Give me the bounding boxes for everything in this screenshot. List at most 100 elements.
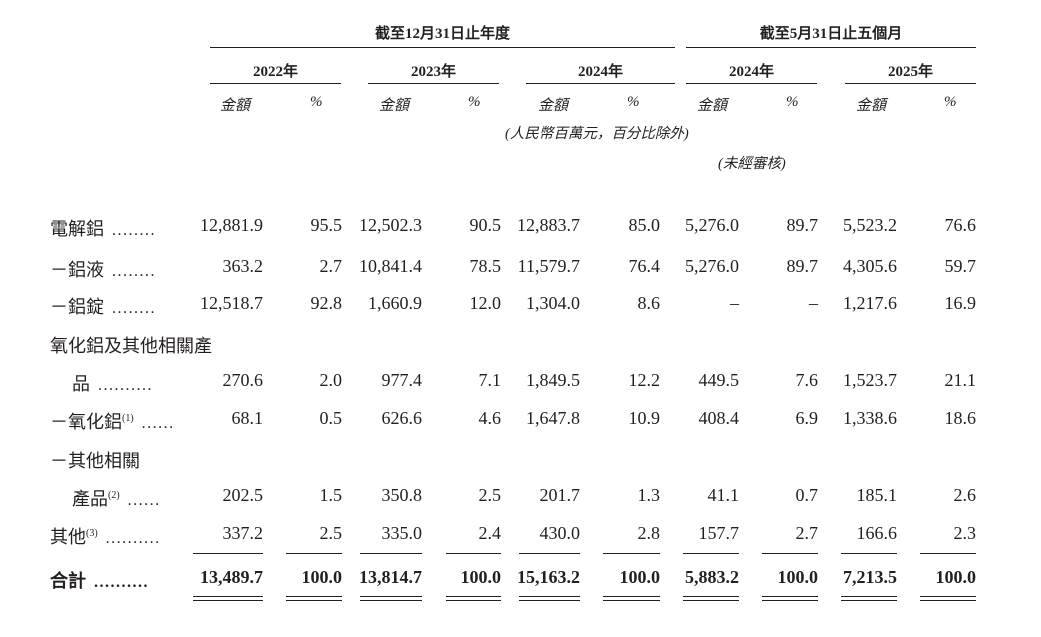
amount-cell: 11,579.7: [517, 256, 580, 276]
percent-cell: 76.6: [944, 215, 977, 235]
dot-leader: ..........: [98, 377, 153, 394]
amount-cell: 1,523.7: [843, 370, 897, 390]
percent-cell: 59.7: [944, 256, 977, 276]
percent-cell: 4.6: [478, 408, 502, 428]
footnote-marker: (2): [108, 490, 120, 501]
subtotal-rule: [920, 553, 976, 554]
amount-cell: 350.8: [381, 485, 423, 505]
dot-leader: ..........: [105, 530, 161, 547]
amount-cell: 626.6: [381, 408, 423, 428]
percent-cell: 89.7: [786, 256, 819, 276]
percent-cell: 21.1: [944, 370, 977, 390]
total-double-rule: [446, 600, 501, 601]
amount-cell: 1,217.6: [843, 293, 897, 313]
footnote-marker: (1): [122, 413, 134, 424]
row-label: －其他相關: [50, 447, 140, 473]
row-label: 其他(3)..........: [50, 523, 161, 549]
amount-label-2022: 金額: [220, 98, 251, 114]
total-double-rule: [920, 596, 976, 597]
percent-cell: 2.8: [637, 523, 661, 543]
row-label: 電解鋁........: [50, 215, 156, 241]
percent-cell: 78.5: [469, 256, 502, 276]
year-2022: 2022年: [252, 64, 298, 80]
subtotal-rule: [193, 553, 263, 554]
total-double-rule: [286, 600, 342, 601]
subtotal-rule: [762, 553, 818, 554]
row-label-text: －其他相關: [50, 451, 140, 471]
amount-cell: –: [730, 293, 739, 313]
dot-leader: ......: [141, 415, 175, 432]
year-2024: 2024年: [577, 64, 623, 80]
total-double-rule: [286, 596, 342, 597]
amount-cell: 7,213.5: [843, 567, 897, 587]
row-label-text: 品: [72, 374, 90, 394]
row-label: 氧化鋁及其他相關產: [50, 332, 212, 358]
percent-cell: 7.6: [795, 370, 819, 390]
subtotal-rule: [360, 553, 422, 554]
pct-label-2025-5m: %: [944, 94, 957, 110]
subtotal-rule: [519, 553, 580, 554]
year-rule-2024: [526, 83, 675, 84]
period-fy-heading: 截至12月31日止年度: [374, 26, 510, 42]
percent-cell: 89.7: [786, 215, 819, 235]
percent-cell: 12.0: [469, 293, 502, 313]
percent-cell: 2.5: [478, 485, 502, 505]
percent-cell: 100.0: [301, 567, 343, 587]
row-label: 品..........: [72, 370, 153, 396]
dot-leader: ........: [112, 222, 156, 239]
percent-cell: 0.5: [319, 408, 343, 428]
amount-cell: 5,276.0: [685, 256, 739, 276]
amount-cell: 157.7: [698, 523, 740, 543]
amount-cell: 12,502.3: [359, 215, 422, 235]
total-double-rule: [193, 596, 263, 597]
amount-cell: 13,489.7: [200, 567, 263, 587]
percent-cell: 90.5: [469, 215, 502, 235]
percent-cell: 85.0: [628, 215, 661, 235]
dot-leader: ......: [127, 492, 161, 509]
amount-cell: 408.4: [698, 408, 740, 428]
amount-cell: 1,849.5: [526, 370, 580, 390]
year-2025-5m: 2025年: [887, 64, 933, 80]
row-label-text: －氧化鋁: [50, 412, 122, 432]
amount-cell: 5,276.0: [685, 215, 739, 235]
percent-cell: 10.9: [628, 408, 661, 428]
amount-cell: 10,841.4: [359, 256, 422, 276]
amount-cell: 185.1: [856, 485, 898, 505]
total-double-rule: [360, 596, 422, 597]
amount-cell: 1,660.9: [368, 293, 422, 313]
amount-cell: 166.6: [856, 523, 898, 543]
amount-cell: 5,523.2: [843, 215, 897, 235]
percent-cell: 2.6: [953, 485, 977, 505]
percent-cell: –: [809, 293, 818, 313]
total-double-rule: [841, 596, 897, 597]
amount-cell: 12,883.7: [517, 215, 580, 235]
amount-cell: 4,305.6: [843, 256, 897, 276]
percent-cell: 16.9: [944, 293, 977, 313]
subtotal-rule: [603, 553, 660, 554]
percent-cell: 95.5: [310, 215, 343, 235]
row-label: 產品(2)......: [72, 485, 161, 511]
year-rule-2025-5m: [845, 83, 976, 84]
percent-cell: 100.0: [935, 567, 977, 587]
percent-cell: 2.7: [795, 523, 819, 543]
total-double-rule: [762, 596, 818, 597]
amount-label-2025-5m: 金額: [856, 98, 887, 114]
percent-cell: 12.2: [628, 370, 661, 390]
percent-cell: 2.7: [319, 256, 343, 276]
percent-cell: 7.1: [478, 370, 502, 390]
amount-cell: 41.1: [707, 485, 740, 505]
period-fy-rule: [210, 47, 675, 48]
row-label: －鋁液........: [50, 256, 156, 282]
subtotal-rule: [446, 553, 501, 554]
percent-cell: 6.9: [795, 408, 819, 428]
year-rule-2024-5m: [686, 83, 817, 84]
row-label: －氧化鋁(1)......: [50, 408, 175, 434]
amount-label-2024: 金額: [538, 98, 569, 114]
amount-cell: 12,518.7: [200, 293, 263, 313]
amount-cell: 1,647.8: [526, 408, 580, 428]
dot-leader: ........: [112, 300, 156, 317]
amount-cell: 430.0: [539, 523, 581, 543]
amount-label-2023: 金額: [379, 98, 410, 114]
percent-cell: 8.6: [637, 293, 661, 313]
amount-cell: 270.6: [222, 370, 264, 390]
